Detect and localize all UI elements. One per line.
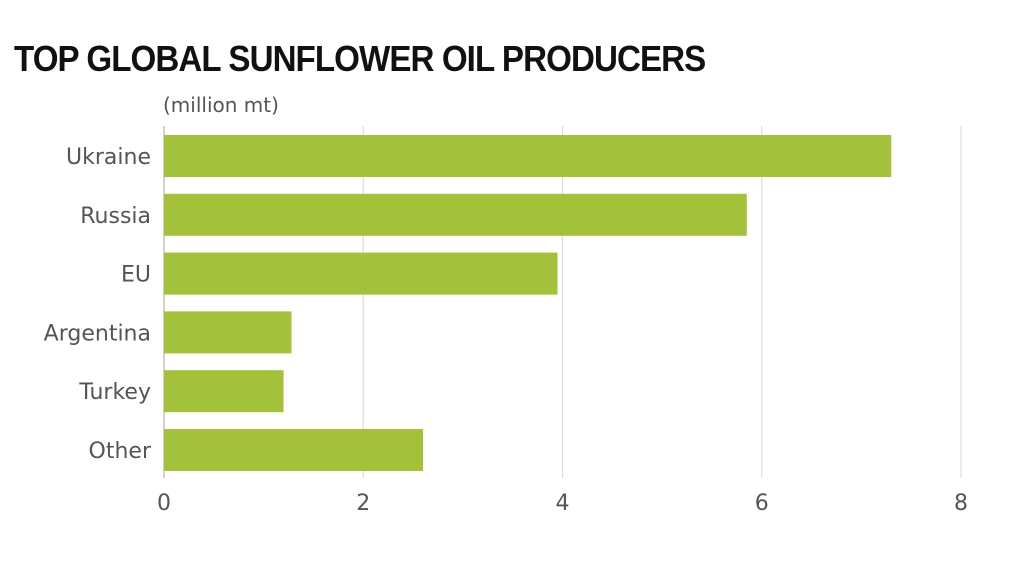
category-label: Argentina bbox=[44, 321, 151, 346]
x-tick-label: 2 bbox=[356, 491, 370, 516]
bar bbox=[164, 252, 558, 295]
bar bbox=[164, 429, 424, 471]
bar bbox=[164, 311, 292, 354]
bars bbox=[164, 135, 892, 471]
chart-title: TOP GLOBAL SUNFLOWER OIL PRODUCERS bbox=[14, 38, 706, 79]
category-labels: Ukraine Russia EU Argentina Turkey Other bbox=[44, 145, 152, 464]
grid-lines bbox=[163, 126, 962, 478]
category-label: Other bbox=[89, 439, 152, 464]
x-tick-label: 6 bbox=[755, 491, 769, 516]
unit-label: (million mt) bbox=[163, 93, 279, 117]
x-tick-label: 4 bbox=[556, 491, 570, 516]
x-axis-ticks: 0 2 4 6 8 bbox=[157, 491, 968, 516]
category-label: EU bbox=[121, 263, 151, 288]
bar bbox=[164, 135, 892, 177]
x-tick-label: 0 bbox=[157, 491, 171, 516]
category-label: Turkey bbox=[78, 380, 151, 405]
bar bbox=[164, 193, 747, 236]
bar bbox=[164, 370, 284, 413]
category-label: Ukraine bbox=[66, 145, 151, 170]
x-tick-label: 8 bbox=[954, 491, 968, 516]
category-label: Russia bbox=[80, 204, 151, 229]
